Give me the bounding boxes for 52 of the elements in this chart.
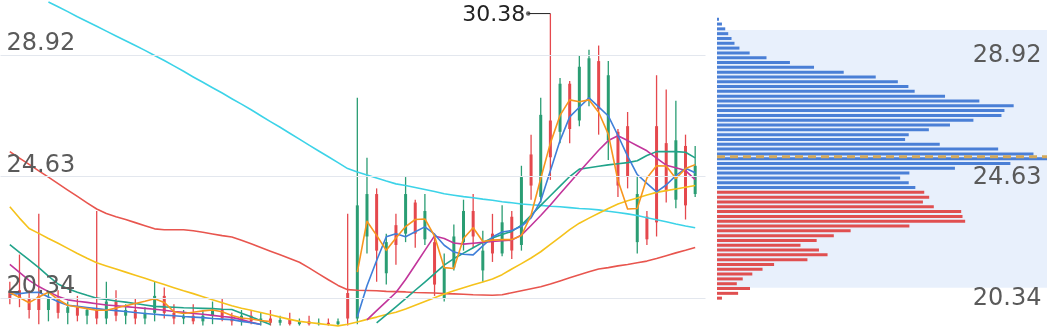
bar	[717, 113, 1002, 117]
bar	[717, 205, 934, 209]
bar	[717, 32, 729, 36]
bar	[717, 123, 950, 127]
bar	[717, 219, 966, 223]
bar	[717, 282, 737, 286]
bar	[717, 224, 910, 228]
y-tick-label: 24.63	[972, 161, 1042, 190]
bar	[717, 214, 963, 218]
bar	[717, 287, 750, 291]
bar	[717, 61, 790, 65]
bar	[717, 133, 909, 137]
bar	[717, 142, 940, 146]
bar	[717, 75, 876, 79]
y-tick-label: 20.34	[972, 283, 1042, 312]
bar	[717, 51, 750, 55]
bar	[717, 181, 909, 185]
bar	[717, 162, 1011, 165]
bar	[717, 152, 1034, 156]
bar	[717, 36, 732, 40]
bar	[717, 267, 763, 271]
bar	[717, 137, 906, 141]
bar	[717, 238, 817, 242]
bar	[717, 272, 753, 276]
bar	[717, 65, 815, 69]
bar	[717, 243, 801, 247]
bar	[717, 80, 898, 84]
bar	[717, 262, 775, 266]
bar	[717, 210, 962, 214]
y-tick-label: 28.92	[6, 28, 76, 57]
bar	[717, 22, 722, 26]
bar	[717, 190, 925, 194]
bar	[717, 41, 735, 45]
bar	[717, 234, 834, 238]
bar	[717, 296, 722, 300]
bar	[717, 171, 910, 175]
bar	[717, 291, 739, 295]
annotation: 30.38	[462, 0, 526, 26]
bar	[717, 89, 915, 93]
bar	[717, 186, 916, 190]
bar	[717, 56, 767, 60]
bar	[717, 99, 980, 103]
bar	[717, 253, 828, 257]
bar	[717, 118, 974, 122]
y-tick-label: 28.92	[972, 40, 1042, 69]
bar	[717, 27, 726, 31]
bar	[717, 109, 1005, 113]
bar	[717, 166, 955, 170]
bar	[717, 258, 808, 262]
bar	[717, 85, 909, 89]
bar	[717, 104, 1014, 108]
bar	[717, 195, 930, 199]
